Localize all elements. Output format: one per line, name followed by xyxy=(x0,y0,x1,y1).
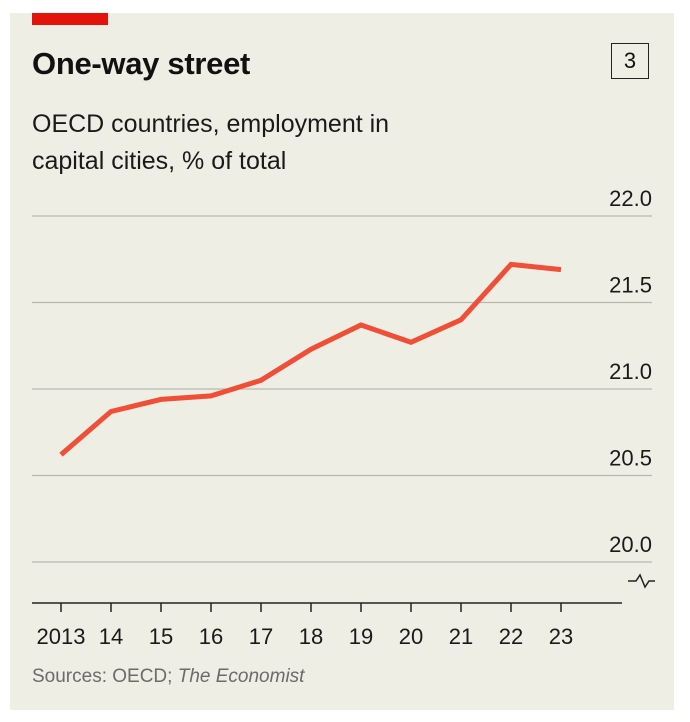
x-tick-label: 15 xyxy=(149,624,173,649)
data-point xyxy=(109,409,114,414)
y-tick-label: 20.0 xyxy=(609,532,652,557)
x-tick-label: 18 xyxy=(299,624,323,649)
x-tick-label: 14 xyxy=(99,624,123,649)
data-point xyxy=(509,262,514,267)
x-tick-label: 21 xyxy=(449,624,473,649)
accent-tab xyxy=(32,13,108,25)
data-point xyxy=(409,340,414,345)
sources-prefix: Sources: OECD; xyxy=(32,666,178,687)
data-point xyxy=(309,347,314,352)
chart-title: One-way street xyxy=(32,46,251,81)
chart-card xyxy=(10,13,674,710)
x-tick-label: 23 xyxy=(549,624,573,649)
y-tick-label: 21.5 xyxy=(609,273,652,298)
sources-publication: The Economist xyxy=(177,666,305,687)
data-point xyxy=(59,452,64,457)
data-point xyxy=(259,378,264,383)
series-line xyxy=(59,261,562,457)
x-tick-label: 20 xyxy=(399,624,423,649)
chart-subtitle: OECD countries, employment in capital ci… xyxy=(32,110,390,175)
y-tick-label: 21.0 xyxy=(609,359,652,384)
axis-break-icon xyxy=(628,573,655,589)
data-point xyxy=(459,317,464,322)
y-tick-label: 22.0 xyxy=(609,186,652,211)
x-tick-label: 16 xyxy=(199,624,223,649)
chart-number-badge: 3 xyxy=(611,43,649,79)
x-tick-label: 19 xyxy=(349,624,373,649)
x-tick-label: 2013 xyxy=(37,624,86,649)
data-point xyxy=(159,397,164,402)
sources-note: Sources: OECD; The Economist xyxy=(32,666,304,688)
y-tick-label: 20.5 xyxy=(609,446,652,471)
data-point xyxy=(209,393,214,398)
x-tick-label: 22 xyxy=(499,624,523,649)
x-tick-label: 17 xyxy=(249,624,273,649)
data-point xyxy=(559,267,564,272)
data-point xyxy=(359,322,364,327)
